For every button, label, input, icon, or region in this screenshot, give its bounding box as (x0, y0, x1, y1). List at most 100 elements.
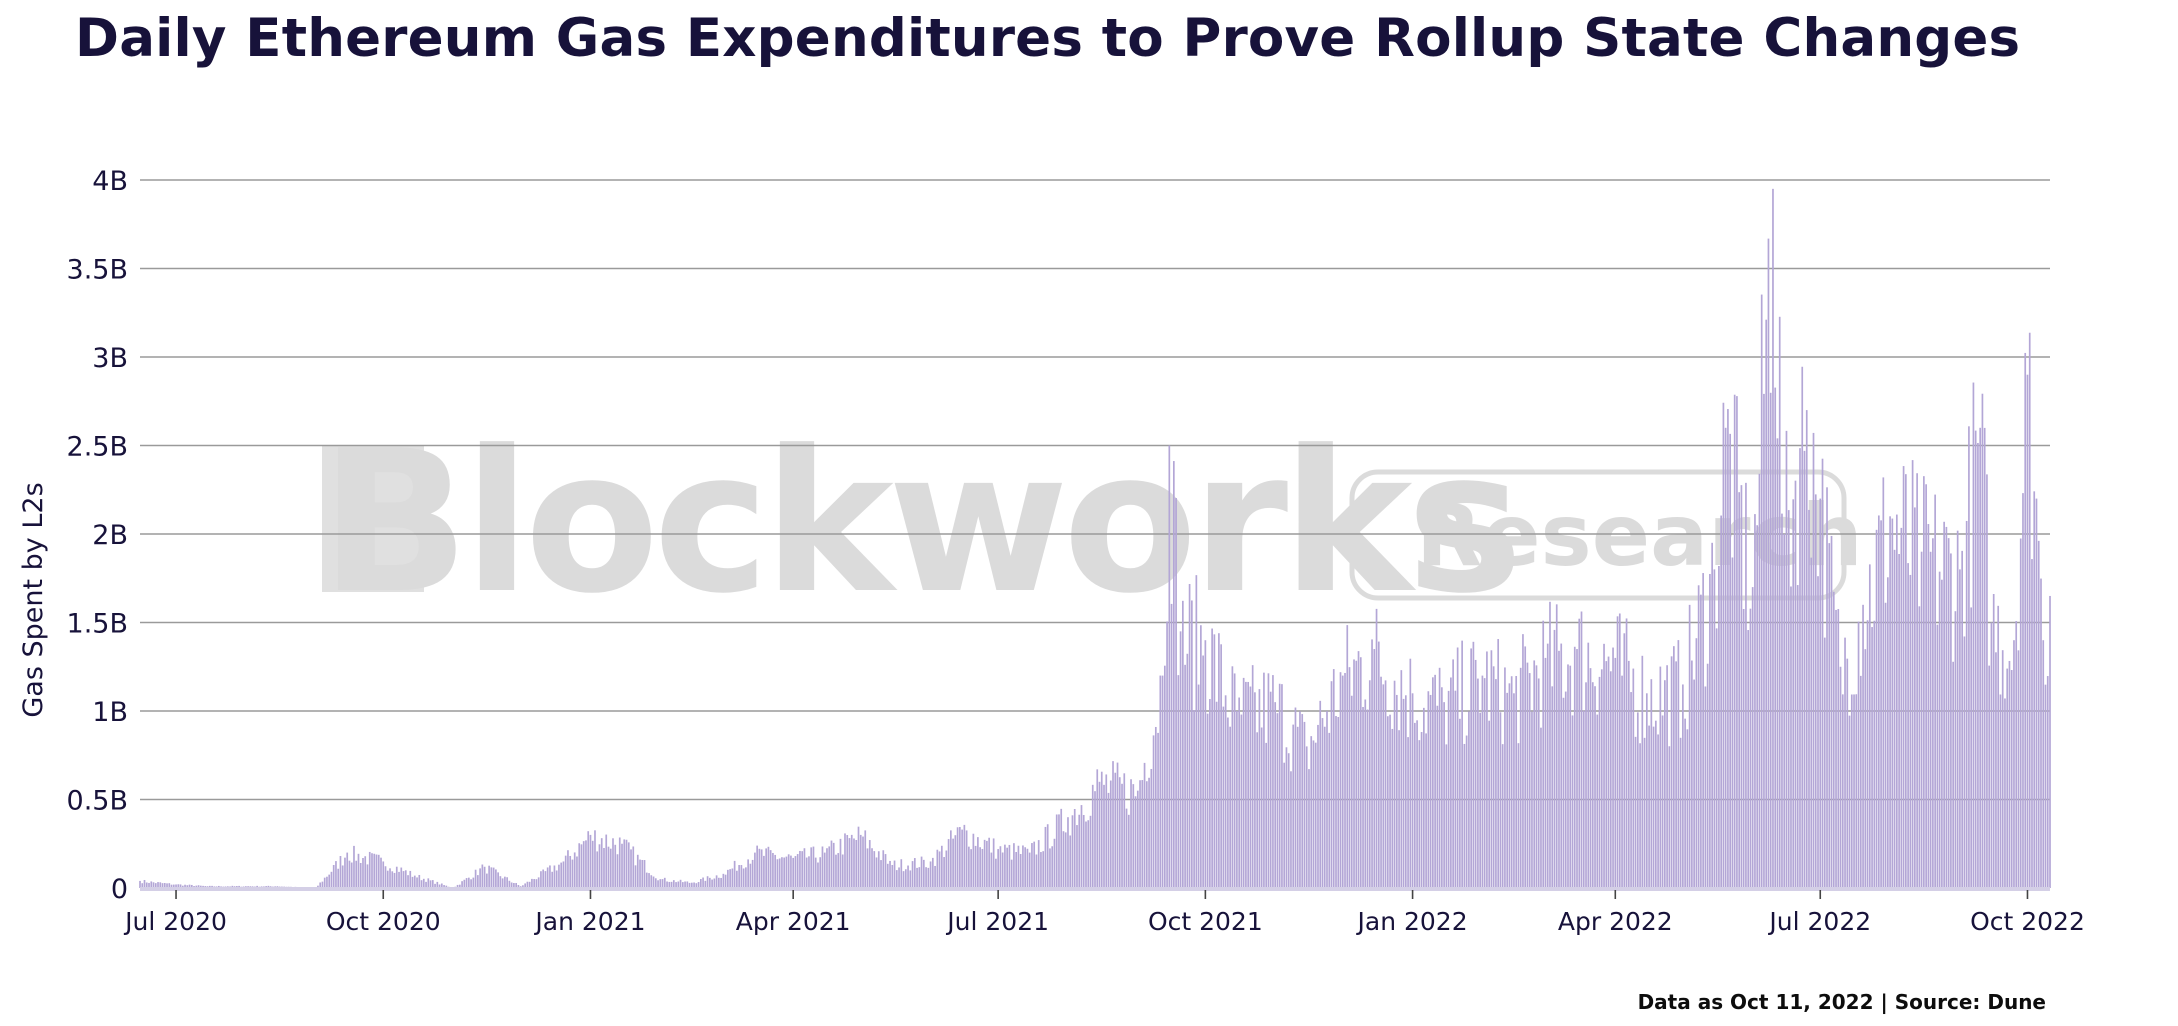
bar (841, 854, 844, 888)
bar (1258, 689, 1261, 888)
bar (634, 865, 637, 888)
bar (1152, 735, 1155, 888)
bar (549, 865, 551, 888)
bar (972, 833, 975, 888)
bar (618, 837, 621, 888)
bar (1756, 525, 1759, 888)
bar (267, 885, 270, 888)
bar (382, 861, 385, 888)
bar (1073, 809, 1076, 888)
bar (1404, 695, 1407, 888)
bar (1143, 762, 1146, 888)
bar (445, 885, 448, 888)
bar (1355, 660, 1358, 888)
bar (177, 884, 180, 888)
bar (814, 857, 817, 888)
bar (504, 876, 506, 888)
bar (832, 842, 835, 888)
bar (1134, 796, 1137, 888)
bar (339, 856, 342, 888)
bar (607, 846, 610, 888)
bar (1069, 835, 1072, 888)
bar (1889, 516, 1891, 888)
bar (1636, 712, 1639, 888)
bar (760, 849, 763, 888)
bar (1450, 677, 1452, 888)
bar (1323, 726, 1326, 888)
bar (510, 882, 513, 888)
bar (1616, 616, 1619, 888)
bar (463, 879, 466, 888)
bar (1314, 742, 1317, 888)
bar (1711, 542, 1713, 888)
bar (1393, 680, 1396, 888)
bar (2044, 684, 2047, 888)
bar (1035, 854, 1038, 888)
bar (481, 864, 484, 888)
bar (1409, 658, 1412, 888)
y-tick-label: 4B (92, 166, 128, 197)
bar (1474, 659, 1477, 888)
bar (612, 838, 614, 888)
bar (1999, 694, 2002, 888)
bar (736, 870, 738, 888)
bar (603, 847, 605, 888)
bar (2013, 640, 2015, 888)
bar (1078, 814, 1081, 888)
bar (1803, 450, 1806, 888)
bar (1846, 658, 1849, 888)
bar (1992, 594, 1995, 888)
bar (416, 877, 418, 888)
bar (517, 884, 520, 888)
bar (1868, 564, 1871, 888)
bar (810, 847, 813, 888)
bar (1848, 715, 1851, 888)
bar (1346, 625, 1349, 888)
bar (1988, 665, 1991, 888)
bar (1085, 821, 1087, 888)
bar (1902, 466, 1905, 888)
bar (1990, 622, 1993, 888)
bar (1267, 673, 1270, 888)
bar (1127, 814, 1130, 888)
bar (1292, 724, 1295, 888)
bar (1096, 769, 1099, 888)
bar (1062, 831, 1065, 888)
bar (911, 861, 914, 888)
bar (472, 877, 475, 888)
bar (936, 849, 939, 888)
bar (458, 884, 461, 888)
bar (1661, 715, 1664, 888)
bar (490, 867, 493, 888)
bar (1765, 319, 1768, 888)
bar (774, 854, 777, 888)
bar (1968, 426, 1970, 888)
bar (1193, 710, 1195, 888)
bar (1377, 641, 1380, 888)
bar (1170, 603, 1173, 888)
bar (1954, 611, 1957, 888)
bar (1826, 487, 1828, 888)
bar (1368, 680, 1371, 888)
bar (335, 861, 337, 888)
bar (1495, 679, 1497, 888)
bar (1010, 859, 1013, 888)
bar (1916, 473, 1918, 888)
bar (438, 884, 441, 888)
bar (1598, 676, 1601, 888)
bar (1163, 665, 1166, 888)
bar (1067, 817, 1069, 888)
bar (2031, 559, 2033, 888)
bar (1434, 674, 1436, 888)
x-tick-label: Oct 2020 (326, 907, 441, 936)
bar (1531, 711, 1533, 888)
x-tick-label: Oct 2022 (1970, 907, 2085, 936)
bar (830, 840, 833, 888)
bar (364, 856, 367, 888)
bar (1256, 732, 1259, 888)
bar (1682, 684, 1684, 888)
bar (546, 867, 549, 888)
bar (1308, 769, 1310, 888)
bar (1215, 701, 1218, 888)
bar (434, 883, 436, 888)
